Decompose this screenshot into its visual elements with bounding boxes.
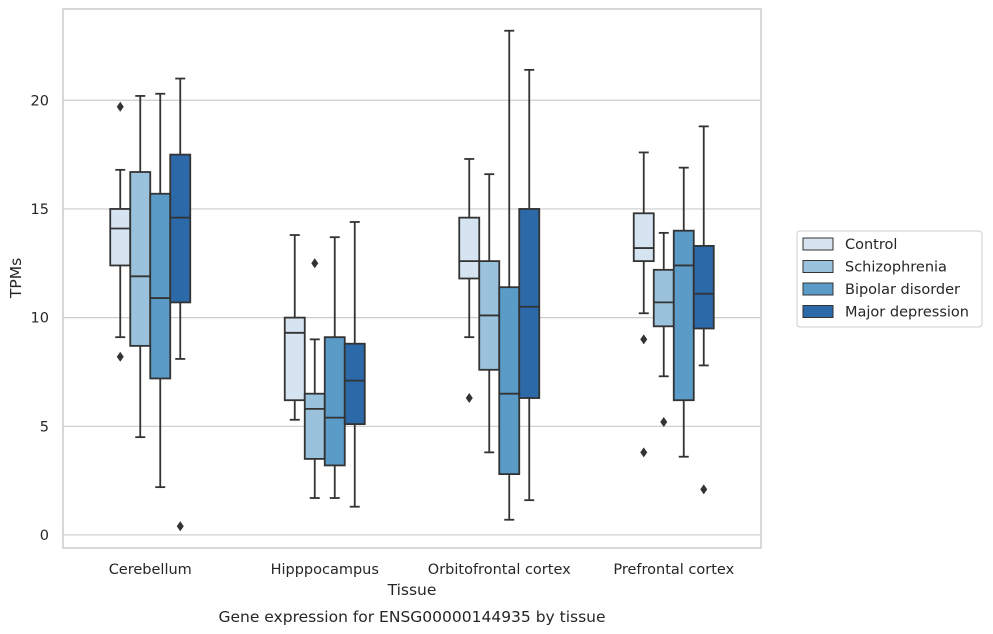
y-tick-label-20: 20	[31, 93, 49, 109]
box-0-3	[632, 151, 655, 458]
flier-0	[640, 334, 648, 345]
y-tick-label-5: 5	[40, 419, 49, 435]
box-3-2	[518, 68, 541, 502]
y-tick-label-0: 0	[40, 528, 49, 544]
box-iqr	[129, 171, 152, 347]
flier-1	[640, 447, 648, 458]
flier-0	[660, 416, 668, 427]
box-1-2	[478, 173, 501, 454]
box-iqr	[149, 192, 172, 380]
series-bipolar-disorder	[149, 29, 695, 521]
legend-swatch-3	[802, 305, 834, 318]
box-2-3	[672, 166, 695, 458]
box-series	[109, 29, 715, 532]
plot-frame	[62, 8, 762, 549]
box-1-3	[652, 231, 675, 427]
legend-swatch-2	[802, 282, 834, 296]
box-3-1	[343, 221, 366, 508]
x-axis-label: Tissue	[387, 581, 437, 599]
x-tick-label-2: Orbitofrontal cortex	[428, 562, 571, 578]
box-iqr	[283, 316, 306, 402]
series-control	[109, 101, 655, 458]
legend-label-0: Control	[845, 237, 897, 253]
box-2-1	[323, 236, 346, 499]
series-major-depression	[169, 68, 715, 532]
x-tick-label-0: Cerebellum	[109, 562, 192, 578]
legend-label-2: Bipolar disorder	[845, 282, 960, 298]
legend-swatch-1	[802, 260, 834, 273]
box-iqr	[692, 244, 715, 330]
box-iqr	[498, 286, 521, 476]
x-tick-labels: Cerebellum Hipppocampus Orbitofrontal cort…	[109, 562, 735, 578]
y-tick-label-15: 15	[31, 202, 49, 218]
box-0-0	[109, 101, 132, 362]
box-iqr	[303, 392, 326, 460]
box-0-2	[458, 158, 481, 404]
box-0-1	[283, 234, 306, 421]
legend-label-3: Major depression	[845, 305, 969, 321]
y-axis-label: TPMs	[7, 258, 25, 299]
box-2-2	[498, 29, 521, 521]
series-schizophrenia	[129, 95, 675, 499]
box-iqr	[458, 216, 481, 280]
flier-1	[116, 351, 124, 362]
flier-0	[116, 101, 124, 112]
box-iqr	[632, 212, 655, 263]
box-2-0	[149, 92, 172, 489]
box-iqr	[323, 336, 346, 467]
box-iqr	[672, 229, 695, 402]
box-1-1	[303, 258, 326, 499]
box-iqr	[109, 208, 132, 267]
box-iqr	[652, 268, 675, 328]
y-tick-labels: 0 5 10 15 20	[31, 93, 49, 544]
legend-swatch-0	[802, 237, 834, 251]
flier-0	[176, 521, 184, 532]
flier-0	[465, 393, 473, 404]
box-1-0	[129, 95, 152, 439]
flier-0	[700, 484, 708, 495]
box-iqr	[518, 208, 541, 399]
flier-0	[311, 258, 319, 269]
legend: Control Schizophrenia Bipolar disorder Majo…	[796, 230, 983, 328]
figure-caption: Gene expression for ENSG00000144935 by t…	[218, 608, 605, 626]
x-tick-label-3: Prefrontal cortex	[613, 562, 734, 578]
y-tick-label-10: 10	[31, 311, 49, 327]
box-3-0	[169, 77, 192, 532]
legend-frame	[796, 230, 983, 328]
box-3-3	[692, 125, 715, 495]
box-iqr	[169, 153, 192, 304]
box-iqr	[343, 342, 366, 426]
legend-label-1: Schizophrenia	[845, 260, 947, 276]
x-tick-label-1: Hipppocampus	[271, 562, 379, 578]
